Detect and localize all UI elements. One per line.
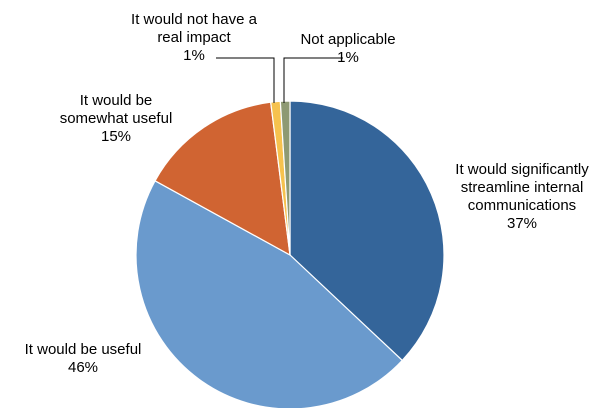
slice-percent-label: 37% [507, 215, 537, 232]
pie-slice-it-would-be-useful [135, 179, 404, 408]
leader-line-not-applicable [283, 57, 343, 103]
slice-label-it-would-be-somewhat-useful: It would be somewhat useful 15% [60, 92, 173, 145]
slice-label-line: It would not have a [131, 11, 258, 28]
pie-slice-it-would-significantly-streamline-internal-communications [289, 100, 445, 362]
slice-labels: It would significantly streamline interna… [25, 11, 590, 376]
slice-label-it-would-be-useful: It would be useful 46% [25, 341, 142, 376]
slice-percent-label: 15% [101, 128, 131, 145]
slice-label-line: It would significantly [455, 161, 589, 178]
slice-percent-label: 1% [183, 47, 205, 64]
leader-line-it-would-not-have-a-real-impact [216, 57, 275, 103]
slice-label-line: Not applicable [300, 31, 395, 48]
slice-label-line: somewhat useful [60, 110, 173, 127]
slice-percent-label: 46% [68, 359, 98, 376]
pie-slice-not-applicable [279, 100, 291, 256]
pie-slice-it-would-be-somewhat-useful [154, 101, 291, 257]
slice-label-it-would-not-have-a-real-impact: It would not have a real impact 1% [131, 11, 258, 64]
slice-label-line: real impact [157, 29, 231, 46]
slice-label-line: streamline internal [461, 179, 584, 196]
pie-slices [135, 100, 445, 408]
slice-label-line: It would be [80, 92, 153, 109]
leader-lines [216, 57, 343, 103]
slice-label-it-would-significantly-streamline-internal-communications: It would significantly streamline interna… [455, 161, 589, 232]
slice-label-not-applicable: Not applicable 1% [300, 31, 395, 66]
slice-label-line: communications [468, 197, 576, 214]
slice-label-line: It would be useful [25, 341, 142, 358]
slice-percent-label: 1% [337, 49, 359, 66]
